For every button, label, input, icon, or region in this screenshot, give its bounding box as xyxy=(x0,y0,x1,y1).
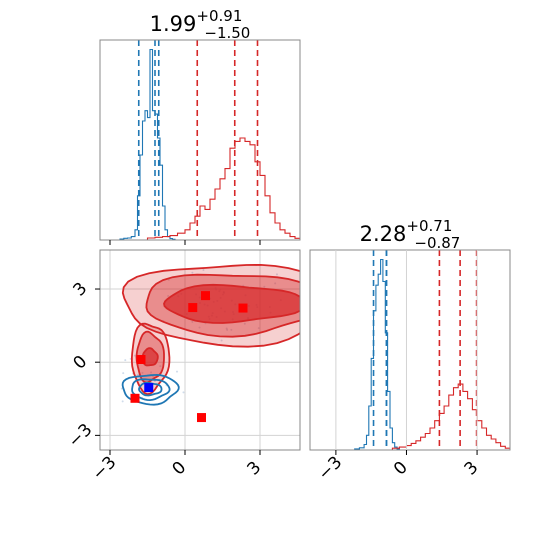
sample-point xyxy=(159,365,162,368)
truth-marker-red xyxy=(197,413,206,423)
x-tick-label: −3 xyxy=(314,453,346,485)
sample-point xyxy=(230,328,233,331)
x-tick-label: 0 xyxy=(390,458,412,480)
contour-plot-area xyxy=(100,250,300,450)
contour-level xyxy=(131,378,171,402)
sample-point xyxy=(198,326,201,329)
sample-point xyxy=(167,294,170,297)
histogram-plot-area xyxy=(354,250,510,450)
title-plus: +0.91 xyxy=(196,7,242,25)
histogram-series-red xyxy=(146,137,300,240)
y-tick-label: 3 xyxy=(70,279,92,301)
sample-point xyxy=(243,322,246,325)
right-histogram-panel: −3 0 3 xyxy=(309,249,511,485)
sample-point xyxy=(141,371,144,374)
histogram-series-blue xyxy=(354,258,400,450)
truth-marker-red xyxy=(130,393,140,403)
panel-frame xyxy=(99,249,301,451)
sample-point xyxy=(191,320,194,323)
sample-point xyxy=(220,339,223,342)
truth-marker-red xyxy=(136,355,146,365)
x-tick-label: 0 xyxy=(169,458,191,480)
truth-marker-red xyxy=(188,303,198,313)
truth-marker-red xyxy=(238,303,248,313)
top-histogram-panel xyxy=(99,39,301,245)
sample-point xyxy=(202,269,205,272)
x-tick-label: 3 xyxy=(244,458,266,480)
title-minus: −1.50 xyxy=(204,24,250,42)
x-tick-label: −3 xyxy=(89,453,121,485)
contour-level xyxy=(121,373,180,406)
sample-point xyxy=(150,371,153,374)
contour-level xyxy=(163,283,300,324)
sample-point xyxy=(176,370,179,373)
right-histogram-title: 2.28+0.71 −0.87 xyxy=(360,217,461,252)
y-tick-label: −3 xyxy=(65,420,97,452)
sample-point xyxy=(137,373,140,376)
contour-level xyxy=(138,381,163,397)
title-median: 1.99 xyxy=(150,12,197,36)
x-tick-label: 3 xyxy=(461,458,483,480)
panel-frame xyxy=(309,249,511,451)
title-median: 2.28 xyxy=(360,222,407,246)
sample-point xyxy=(191,271,194,274)
contour-panel: −3 0 3 −3 0 3 xyxy=(65,249,301,485)
sample-point xyxy=(225,327,228,330)
top-histogram-title: 1.99+0.91 −1.50 xyxy=(150,7,251,42)
sample-point xyxy=(274,282,277,285)
histogram-series-blue xyxy=(119,48,176,240)
histogram-plot-area xyxy=(119,40,300,240)
sample-point xyxy=(133,354,136,357)
title-plus: +0.71 xyxy=(406,217,452,235)
sample-point xyxy=(122,372,125,375)
sample-point xyxy=(182,391,185,394)
panel-frame xyxy=(99,39,301,241)
title-minus: −0.87 xyxy=(414,234,460,252)
sample-point xyxy=(120,387,123,390)
histogram-series-red xyxy=(391,383,510,450)
truth-marker-red xyxy=(201,291,210,301)
sample-point xyxy=(263,285,266,288)
y-tick-label: 0 xyxy=(70,352,92,374)
sample-point xyxy=(124,359,127,362)
truth-marker-blue xyxy=(144,383,154,393)
sample-point xyxy=(121,400,124,403)
sample-point xyxy=(275,273,278,276)
sample-point xyxy=(257,327,260,330)
